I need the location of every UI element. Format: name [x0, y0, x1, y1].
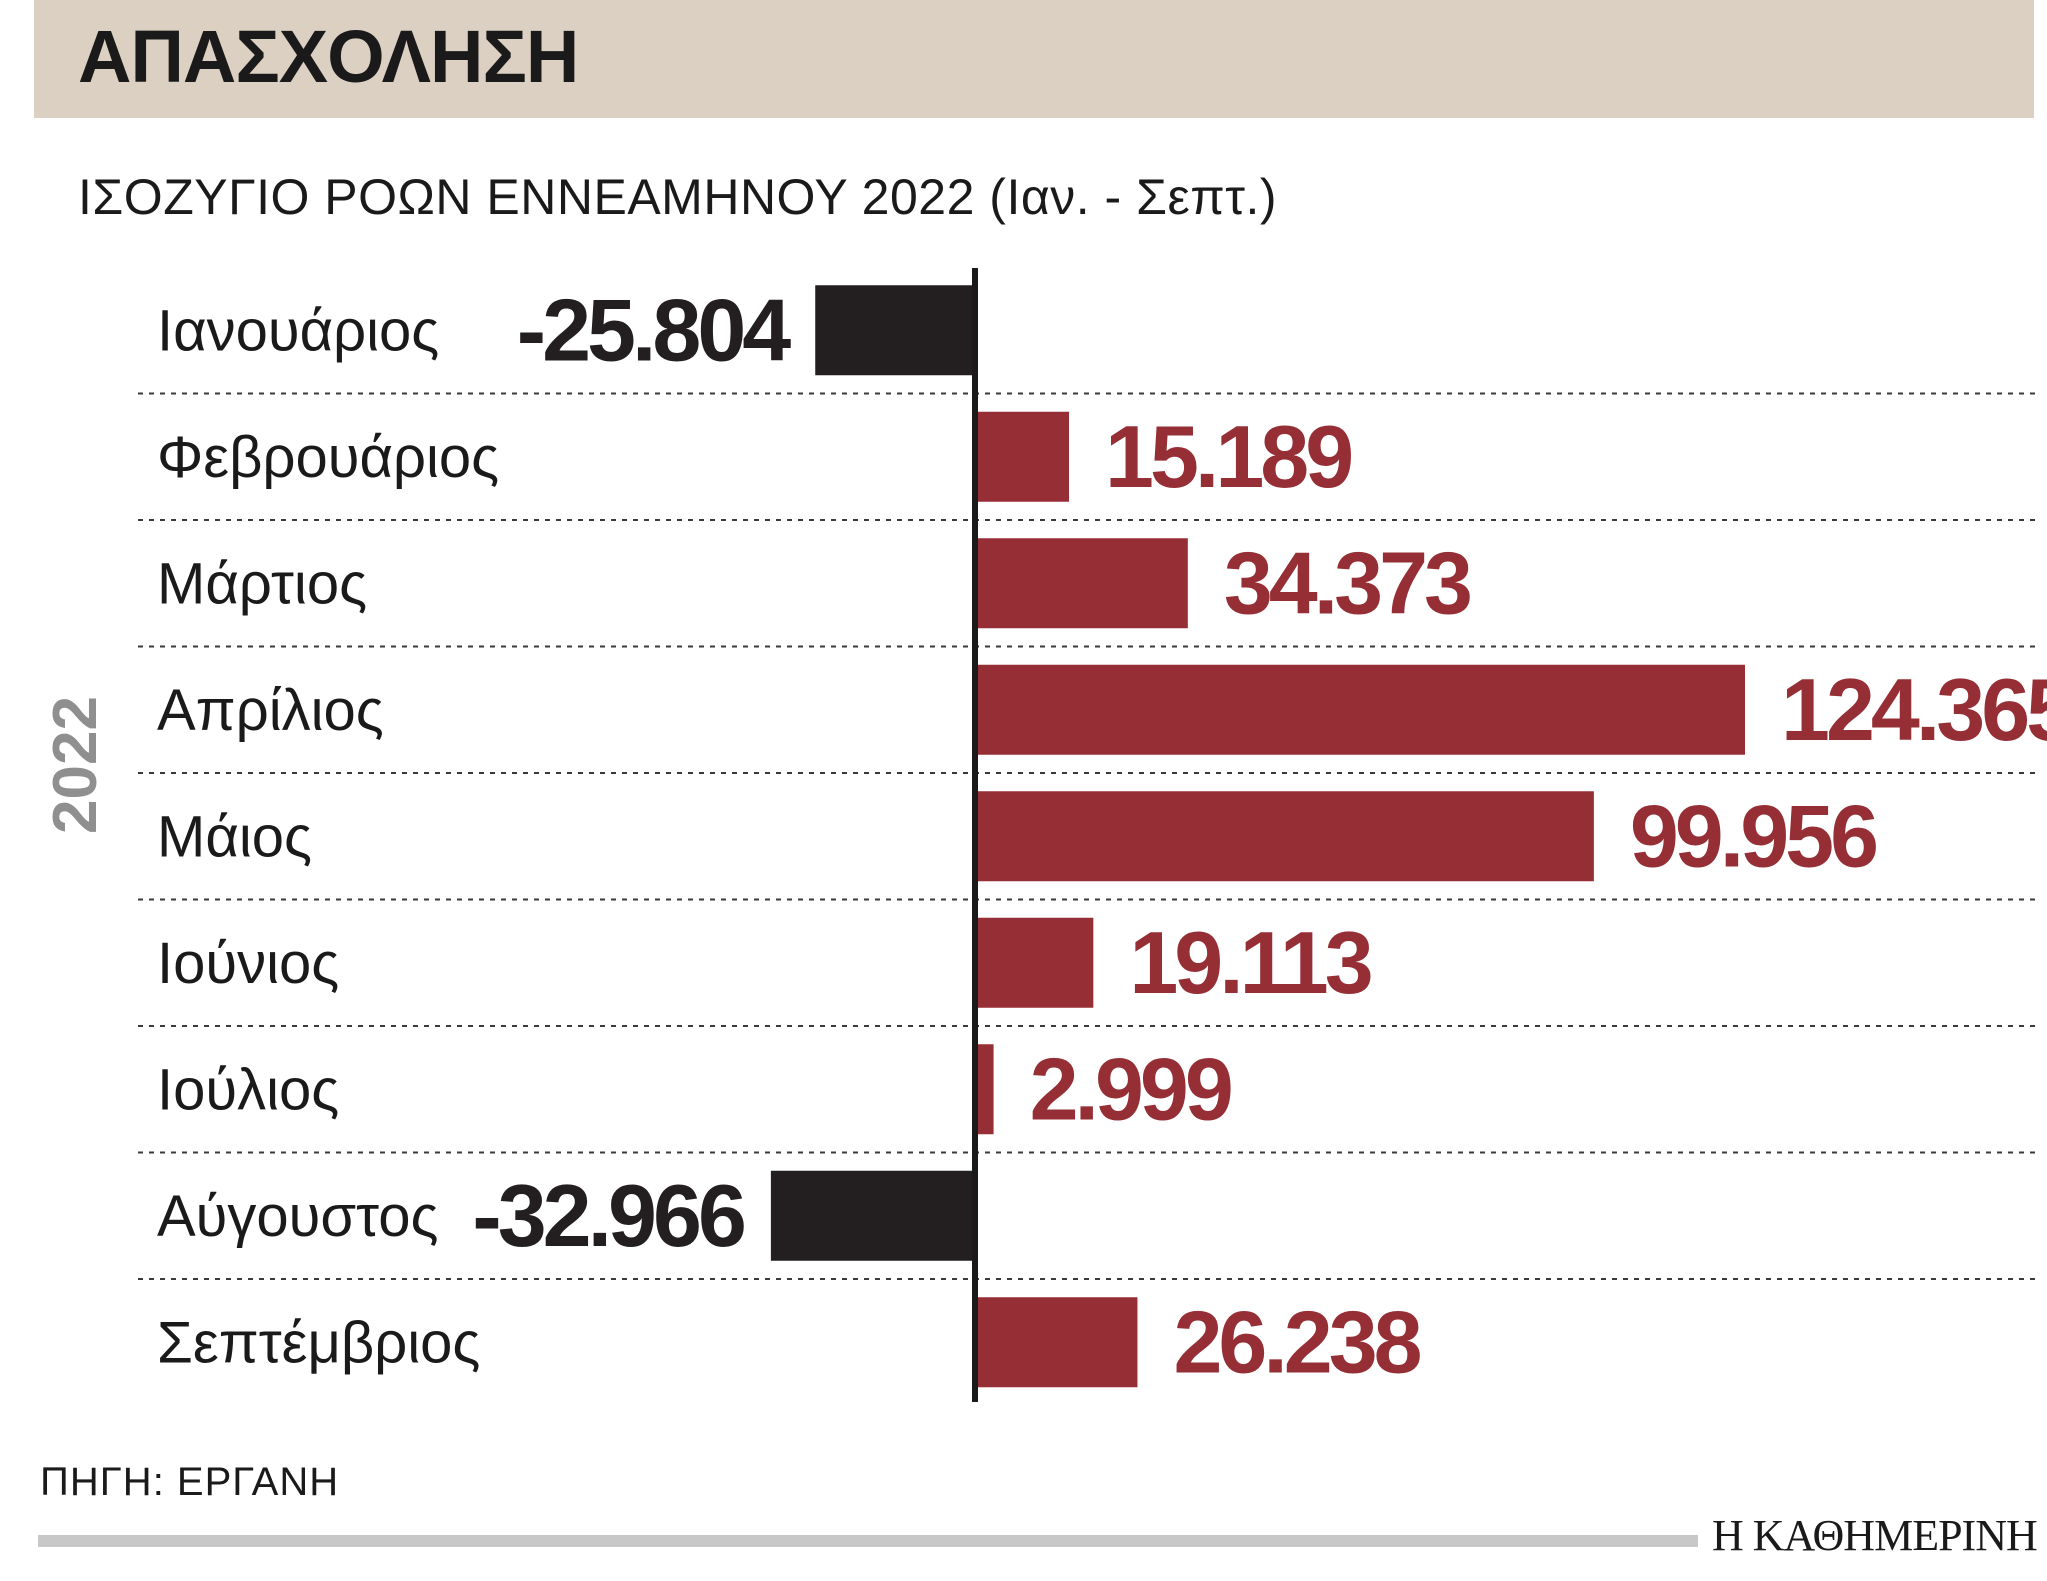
- data-label: 124.365: [1781, 660, 2047, 759]
- source-note: ΠΗΓΗ: ΕΡΓΑΝΗ: [40, 1460, 340, 1504]
- bar: [975, 411, 1070, 502]
- bar: [975, 791, 1594, 882]
- category-label: Σεπτέμβριος: [157, 1310, 480, 1375]
- category-label: Μάρτιος: [157, 551, 367, 616]
- bar: [975, 1297, 1138, 1388]
- category-label: Ιούνιος: [157, 931, 339, 996]
- category-label: Αύγουστος: [157, 1184, 438, 1249]
- category-label: Απρίλιος: [157, 678, 384, 743]
- page-title: ΑΠΑΣΧΟΛΗΣΗ: [78, 15, 579, 98]
- data-label: -25.804: [517, 280, 792, 379]
- data-label: -32.966: [472, 1166, 744, 1265]
- category-label: Φεβρουάριος: [157, 425, 499, 490]
- data-label: 15.189: [1105, 407, 1351, 506]
- category-label: Ιούλιος: [157, 1057, 339, 1122]
- brand-logo: Η ΚΑΘΗΜΕΡΙΝΗ: [1712, 1511, 2038, 1560]
- footer-rule: [38, 1535, 1698, 1547]
- bar: [975, 1044, 994, 1135]
- category-label: Ιανουάριος: [157, 298, 439, 363]
- data-label: 19.113: [1129, 913, 1370, 1012]
- bar: [975, 538, 1188, 629]
- bar: [815, 285, 975, 376]
- bar: [770, 1170, 975, 1261]
- chart-title: ΙΣΟΖΥΓΙΟ ΡΟΩΝ ΕΝΝΕΑΜΗΝΟΥ 2022 (Ιαν. - Σε…: [78, 169, 1278, 225]
- bar: [975, 664, 1745, 755]
- header-bar: [34, 0, 2034, 118]
- bar: [975, 917, 1094, 1008]
- data-label: 2.999: [1030, 1039, 1231, 1138]
- data-label: 26.238: [1173, 1292, 1420, 1391]
- category-label: Μάιος: [157, 804, 312, 869]
- data-label: 99.956: [1630, 786, 1876, 885]
- data-label: 34.373: [1224, 533, 1470, 632]
